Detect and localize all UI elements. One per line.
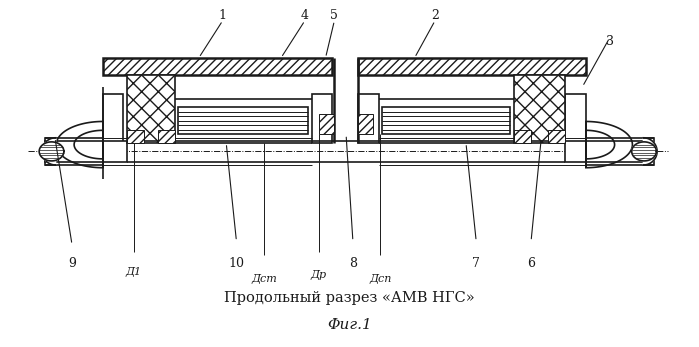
Text: 4: 4: [301, 9, 309, 22]
Bar: [514, 130, 531, 143]
Text: Φиг.1: Φиг.1: [327, 318, 372, 332]
Bar: [127, 130, 144, 143]
Text: Дст: Дст: [251, 274, 277, 284]
Bar: [127, 75, 175, 143]
Text: 6: 6: [527, 257, 535, 270]
Bar: [565, 141, 651, 162]
Bar: [382, 107, 510, 134]
Text: 8: 8: [349, 257, 357, 270]
Bar: [548, 130, 565, 143]
Bar: [178, 107, 308, 134]
Polygon shape: [39, 142, 64, 161]
Bar: [158, 130, 175, 143]
Polygon shape: [632, 142, 656, 161]
Bar: [103, 58, 332, 75]
Bar: [359, 94, 379, 143]
Bar: [103, 94, 124, 143]
Polygon shape: [42, 138, 56, 165]
Text: 2: 2: [431, 9, 439, 22]
Text: 1: 1: [219, 9, 226, 22]
Bar: [312, 94, 333, 143]
Bar: [45, 138, 103, 165]
Bar: [514, 75, 565, 143]
Text: Продольный разрез «АМВ НГС»: Продольный разрез «АМВ НГС»: [224, 291, 475, 305]
Text: 10: 10: [229, 257, 245, 270]
Bar: [586, 138, 654, 165]
Bar: [45, 141, 127, 162]
Polygon shape: [643, 138, 657, 165]
Text: Др: Др: [310, 270, 326, 280]
Bar: [319, 114, 333, 134]
Text: Дсп: Дсп: [369, 274, 391, 284]
Text: 9: 9: [68, 257, 76, 270]
Text: 3: 3: [606, 35, 614, 48]
Bar: [359, 114, 373, 134]
Text: 5: 5: [331, 9, 338, 22]
Bar: [359, 58, 586, 75]
Text: 7: 7: [473, 257, 480, 270]
Bar: [565, 94, 586, 143]
Text: Д1: Д1: [126, 267, 142, 277]
